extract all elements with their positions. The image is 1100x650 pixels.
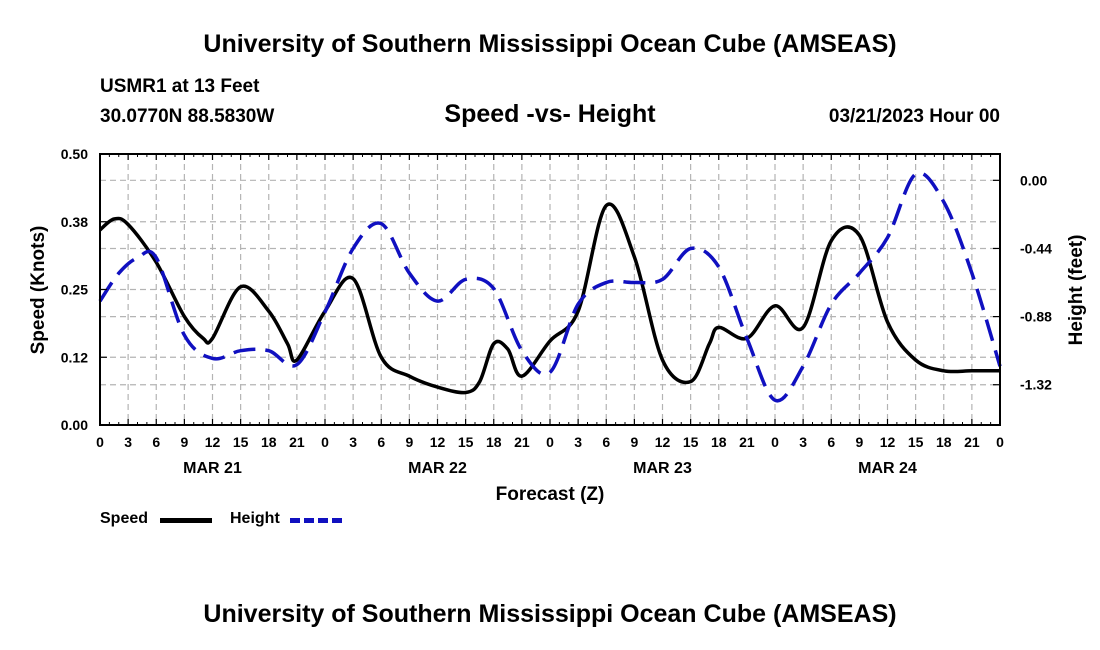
x-tick-label: 0: [771, 434, 779, 450]
x-tick-label: 3: [574, 434, 582, 450]
x-axis-label: Forecast (Z): [496, 484, 605, 505]
x-tick-label: 6: [152, 434, 160, 450]
axis-layer: 0 3 6 9 12 15 18 21 0 3 6 9 12 15 18 21 0 3 6 9 12 15 18 21 0 3 6 9…: [61, 146, 1052, 477]
legend-speed-swatch: [160, 518, 212, 523]
x-tick-label: 3: [349, 434, 357, 450]
chart-main-title: University of Southern Mississippi Ocean…: [203, 30, 897, 58]
y2-tick-label: -0.44: [1020, 240, 1052, 256]
y2-tick-label: -0.88: [1020, 309, 1052, 325]
y-tick-label: 0.00: [61, 417, 88, 433]
station-coordinates: 30.0770N 88.5830W: [100, 106, 275, 127]
x-tick-label: 21: [289, 434, 305, 450]
y2-axis-label: Height (feet): [1066, 235, 1087, 346]
date-label: MAR 22: [408, 460, 467, 477]
x-tick-label: 15: [908, 434, 924, 450]
y2-tick-label: -1.32: [1020, 377, 1052, 393]
x-tick-label: 18: [711, 434, 727, 450]
x-tick-label: 21: [964, 434, 980, 450]
y-tick-label: 0.25: [61, 282, 88, 298]
forecast-datetime: 03/21/2023 Hour 00: [828, 106, 1000, 127]
x-tick-label: 0: [321, 434, 329, 450]
x-tick-label: 9: [855, 434, 863, 450]
series-speed-line: [98, 202, 1000, 395]
x-tick-label: 9: [630, 434, 638, 450]
x-tick-label: 0: [996, 434, 1004, 450]
footer-title: University of Southern Mississippi Ocean…: [203, 600, 897, 628]
x-tick-label: 3: [799, 434, 807, 450]
x-tick-label: 21: [514, 434, 530, 450]
y-axis-label: Speed (Knots): [28, 226, 49, 355]
x-tick-label: 21: [739, 434, 755, 450]
date-label: MAR 21: [183, 460, 242, 477]
x-tick-label: 0: [546, 434, 554, 450]
x-tick-label: 12: [430, 434, 446, 450]
x-tick-label: 12: [655, 434, 671, 450]
grid-layer: [100, 154, 1000, 425]
y-tick-label: 0.38: [61, 214, 88, 230]
x-tick-label: 15: [233, 434, 249, 450]
y-tick-label: 0.50: [61, 146, 88, 162]
x-tick-label: 6: [827, 434, 835, 450]
date-label: MAR 24: [858, 460, 917, 477]
station-label: USMR1 at 13 Feet: [100, 76, 260, 97]
legend-height-swatch: [290, 518, 342, 523]
y-tick-label: 0.12: [61, 349, 88, 365]
x-tick-label: 3: [124, 434, 132, 450]
x-tick-label: 12: [880, 434, 896, 450]
x-tick-label: 18: [486, 434, 502, 450]
x-tick-label: 6: [377, 434, 385, 450]
x-tick-label: 9: [180, 434, 188, 450]
series-layer: [98, 171, 1002, 403]
x-tick-label: 15: [458, 434, 474, 450]
x-tick-label: 9: [405, 434, 413, 450]
x-tick-label: 12: [205, 434, 221, 450]
x-tick-label: 18: [261, 434, 277, 450]
x-tick-label: 0: [96, 434, 104, 450]
legend-speed-label: Speed: [100, 510, 149, 527]
legend-height-label: Height: [230, 510, 280, 527]
x-tick-label: 18: [936, 434, 952, 450]
date-label: MAR 23: [633, 460, 692, 477]
chart-subtitle: Speed -vs- Height: [444, 100, 656, 128]
x-tick-label: 6: [602, 434, 610, 450]
x-tick-label: 15: [683, 434, 699, 450]
y2-tick-label: 0.00: [1020, 172, 1047, 188]
